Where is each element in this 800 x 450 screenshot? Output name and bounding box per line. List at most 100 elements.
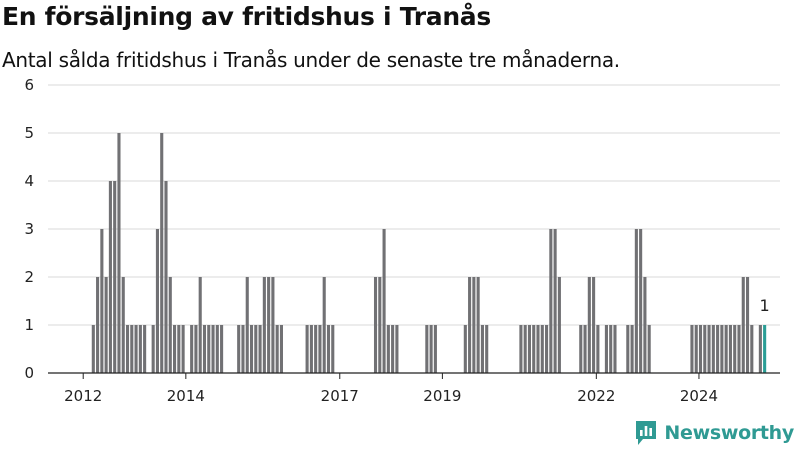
y-tick-label: 5 [24,124,34,142]
bar [173,325,177,373]
bar [121,277,125,373]
bar [707,325,711,373]
bar [100,229,104,373]
brand-name: Newsworthy [664,422,794,444]
newsworthy-logo: Newsworthy [634,418,794,448]
bar [553,229,557,373]
bar [211,325,215,373]
bar [215,325,219,373]
bar [694,325,698,373]
bar [309,325,313,373]
bar [545,325,549,373]
bar [583,325,587,373]
bar [279,325,283,373]
bar [463,325,467,373]
bar [523,325,527,373]
bar [378,277,382,373]
y-tick-label: 6 [24,76,34,94]
bar [138,325,142,373]
bar [527,325,532,373]
bar [698,325,703,373]
bar [125,325,130,373]
bar [104,277,108,373]
x-tick-label: 2022 [577,387,615,405]
bar [91,325,95,373]
bar [468,277,472,373]
bar [113,181,117,373]
bar [207,325,211,373]
chart-title: En försäljning av fritidshus i Tranås [2,2,491,31]
bar [267,277,271,373]
bar [733,325,737,373]
bar [160,133,164,373]
bar [373,277,378,373]
bar [536,325,540,373]
bar [331,325,335,373]
bar [275,325,279,373]
bar [117,133,121,373]
x-axis-ticks: 2012 2014 2017 2019 2022 2024 [64,373,718,405]
bar [220,325,224,373]
bar [549,229,553,373]
x-tick-label: 2012 [64,387,102,405]
bar [258,325,262,373]
bar [395,325,399,373]
bar [485,325,489,373]
bar [750,325,754,373]
bar [241,325,245,373]
bar [322,277,326,373]
bar [716,325,720,373]
bar [557,277,561,373]
bar [626,325,630,373]
bar [151,325,155,373]
bar [613,325,617,373]
bar [433,325,437,373]
bar [519,325,523,373]
bar [425,325,429,373]
bar [134,325,138,373]
y-tick-label: 1 [24,316,34,334]
bar [592,277,596,373]
bar [480,325,484,373]
y-tick-label: 2 [24,268,34,286]
bar [198,277,202,373]
bar [720,325,724,373]
data-labels: 1 [760,296,770,315]
bar [254,325,258,373]
bar [476,277,480,373]
bar [703,325,707,373]
bar [237,325,241,373]
bar [245,277,249,373]
bar [96,277,100,373]
bar [540,325,544,373]
bar [190,325,194,373]
bar [181,325,185,373]
x-tick-label: 2017 [321,387,359,405]
bar [758,325,762,373]
bar [386,325,390,373]
bar [639,229,643,373]
bar [249,325,254,373]
bar [604,325,608,373]
y-axis-ticks: 0 1 2 3 4 5 6 [24,76,34,382]
bar [609,325,613,373]
bar [728,325,732,373]
bar [326,325,331,373]
bar [177,325,181,373]
bar [643,277,647,373]
bar [587,277,591,373]
bar [579,325,583,373]
bar [305,325,309,373]
x-tick-label: 2024 [680,387,718,405]
y-tick-label: 3 [24,220,34,238]
bar [741,277,745,373]
bars [91,133,767,373]
y-tick-label: 0 [24,364,34,382]
bar [596,325,600,373]
bar [391,325,395,373]
x-tick-label: 2019 [423,387,461,405]
bar [647,325,651,373]
bar [271,277,275,373]
bar [314,325,318,373]
